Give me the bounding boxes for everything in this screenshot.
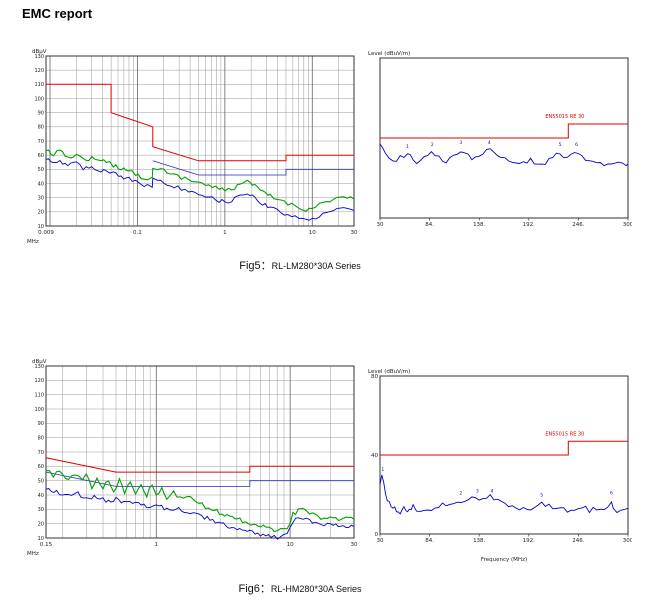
svg-text:100: 100 — [34, 96, 44, 102]
svg-text:192.: 192. — [523, 538, 535, 544]
svg-text:EN55015 RE 30: EN55015 RE 30 — [545, 114, 584, 120]
svg-text:110: 110 — [34, 82, 44, 88]
svg-text:1: 1 — [155, 542, 159, 548]
fig6-caption: Fig6：RL-HM280*30A Series — [0, 579, 600, 597]
svg-text:30: 30 — [377, 538, 384, 544]
svg-text:84.: 84. — [425, 538, 434, 544]
svg-text:2: 2 — [459, 491, 462, 497]
fig6-conducted-emissions-chart: 10 20 30 40 50 60 70 80 90 100 110 120 130 0.15 1 10 30 d… — [25, 354, 358, 569]
fig5-conducted-emissions-chart: 10 20 30 40 50 60 70 80 90 100 110 120 130 0.009 0.1 1 1… — [25, 44, 358, 254]
svg-text:30: 30 — [38, 195, 44, 201]
svg-text:40: 40 — [38, 493, 44, 499]
fig6-caption-text: RL-HM280*30A Series — [270, 584, 362, 594]
svg-text:300: 300 — [623, 538, 632, 544]
svg-text:4: 4 — [488, 140, 491, 146]
fig5-caption-text: RL-LM280*30A Series — [271, 261, 361, 271]
fig5-radiated-emissions-svg: 30 84. 138. 192. 246. 300 Level (dBuV/m) EN5501… — [368, 51, 634, 228]
fig6-caption-label: Fig6： — [238, 583, 271, 595]
svg-text:40: 40 — [38, 181, 44, 187]
svg-text:300: 300 — [623, 222, 632, 228]
svg-text:60: 60 — [38, 464, 44, 470]
svg-text:Level (dBuV/m): Level (dBuV/m) — [368, 51, 410, 57]
svg-text:EN55015 RE 30: EN55015 RE 30 — [545, 431, 584, 437]
svg-text:60: 60 — [38, 153, 44, 159]
fig6-radiated-emissions-chart: 80 40 0 30 84. 138. 192. 246. 300 Level (dBuV/m) F… — [366, 364, 634, 569]
svg-text:3: 3 — [459, 140, 462, 146]
svg-text:10: 10 — [38, 536, 44, 542]
svg-text:5: 5 — [559, 142, 562, 148]
svg-text:246.: 246. — [572, 222, 584, 228]
fig5-caption-label: Fig5： — [239, 260, 272, 272]
page-title: EMC report — [22, 6, 93, 21]
svg-text:Level (dBuV/m): Level (dBuV/m) — [368, 369, 410, 375]
svg-text:50: 50 — [38, 478, 44, 484]
svg-text:6: 6 — [575, 142, 578, 148]
svg-text:138.: 138. — [473, 222, 485, 228]
svg-text:110: 110 — [34, 392, 44, 398]
svg-text:1: 1 — [223, 230, 227, 236]
svg-text:130: 130 — [34, 54, 44, 60]
svg-text:dBµV: dBµV — [32, 49, 47, 55]
svg-text:192.: 192. — [523, 222, 535, 228]
svg-text:90: 90 — [38, 421, 44, 427]
svg-text:30: 30 — [38, 507, 44, 513]
svg-text:6: 6 — [610, 491, 613, 497]
svg-text:50: 50 — [38, 167, 44, 173]
svg-text:5: 5 — [540, 492, 543, 498]
svg-text:130: 130 — [34, 364, 44, 370]
svg-text:0.15: 0.15 — [40, 542, 53, 548]
svg-text:2: 2 — [431, 142, 434, 148]
fig6-radiated-emissions-svg: 80 40 030 84. 138. 192. 246. 300 Level (dBuV/m) F… — [368, 369, 634, 563]
svg-text:40: 40 — [371, 453, 378, 459]
svg-text:70: 70 — [38, 139, 44, 145]
svg-text:0.1: 0.1 — [133, 230, 142, 236]
svg-text:120: 120 — [34, 68, 44, 74]
svg-text:30: 30 — [377, 222, 384, 228]
svg-text:80: 80 — [38, 435, 44, 441]
svg-text:120: 120 — [34, 378, 44, 384]
svg-text:30: 30 — [351, 542, 358, 548]
svg-text:1: 1 — [381, 467, 384, 473]
svg-text:10: 10 — [38, 224, 44, 230]
svg-text:4: 4 — [491, 489, 494, 495]
svg-text:20: 20 — [38, 210, 44, 216]
svg-text:70: 70 — [38, 450, 44, 456]
svg-text:1: 1 — [406, 144, 409, 150]
fig5-radiated-emissions-chart: 30 84. 138. 192. 246. 300 Level (dBuV/m) EN5501… — [366, 46, 634, 243]
svg-text:30: 30 — [351, 230, 358, 236]
svg-text:0.009: 0.009 — [38, 230, 54, 236]
svg-text:246.: 246. — [572, 538, 584, 544]
svg-text:84.: 84. — [425, 222, 434, 228]
svg-text:0: 0 — [375, 532, 379, 538]
svg-text:Frequency (MHz): Frequency (MHz) — [481, 557, 527, 563]
svg-text:20: 20 — [38, 521, 44, 527]
svg-text:80: 80 — [371, 374, 378, 380]
svg-text:100: 100 — [34, 407, 44, 413]
svg-text:MHz: MHz — [27, 239, 39, 245]
svg-text:138.: 138. — [473, 538, 485, 544]
fig5-caption: Fig5：RL-LM280*30A Series — [0, 256, 600, 274]
svg-text:3: 3 — [476, 489, 479, 495]
svg-text:90: 90 — [38, 110, 44, 116]
svg-text:10: 10 — [287, 542, 294, 548]
svg-text:10: 10 — [309, 230, 316, 236]
svg-text:dBµV: dBµV — [32, 359, 47, 365]
svg-text:MHz: MHz — [27, 551, 39, 557]
svg-text:80: 80 — [38, 125, 44, 131]
